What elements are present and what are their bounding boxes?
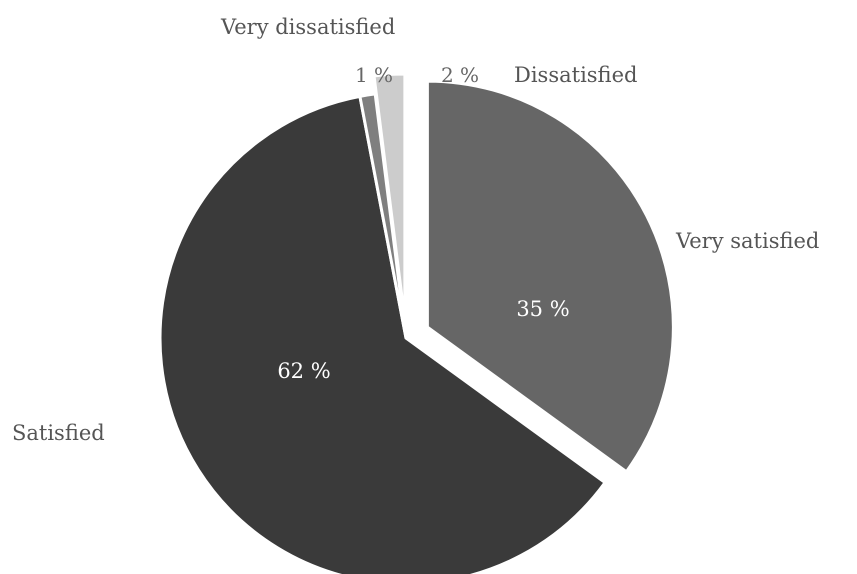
slice-label-very-dissatisfied: Very dissatisfied [220, 15, 395, 39]
slice-very-satisfied [425, 79, 675, 474]
slice-satisfied [158, 94, 608, 574]
labels-layer: Very satisfied 35 % Satisfied 62 % Very … [12, 15, 819, 445]
slice-value-very-dissatisfied: 1 % [355, 63, 393, 87]
slices-layer [158, 72, 675, 574]
slice-value-satisfied: 62 % [277, 359, 330, 383]
slice-label-dissatisfied: Dissatisfied [514, 63, 637, 87]
slice-label-satisfied: Satisfied [12, 421, 105, 445]
slice-value-dissatisfied: 2 % [441, 63, 479, 87]
slice-label-very-satisfied: Very satisfied [675, 229, 819, 253]
slice-dissatisfied [372, 72, 407, 321]
slice-value-very-satisfied: 35 % [516, 297, 569, 321]
